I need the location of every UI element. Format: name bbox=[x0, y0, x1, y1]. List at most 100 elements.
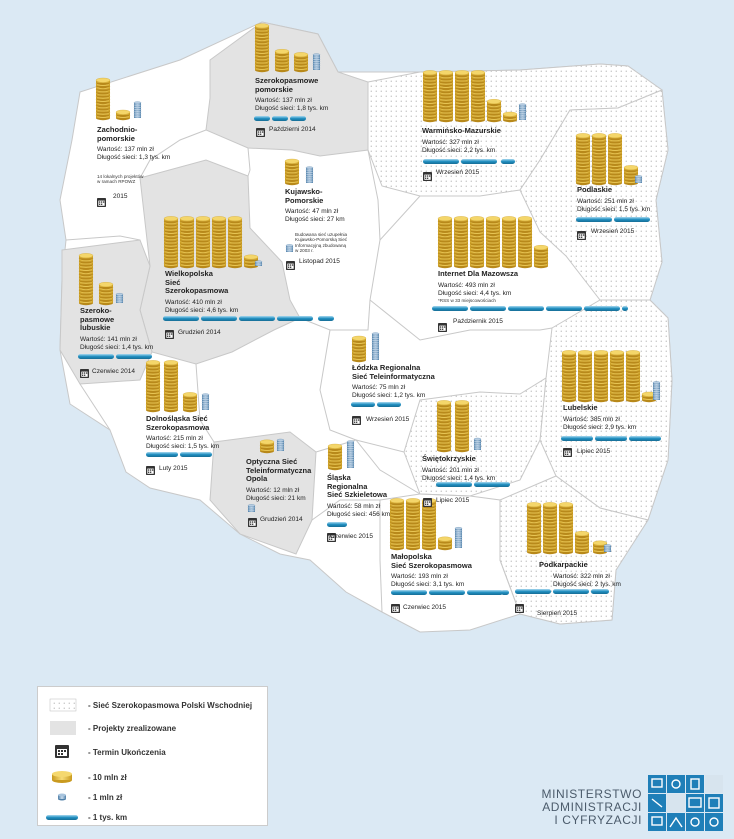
legend-term-label: - Termin Ukończenia bbox=[88, 748, 166, 757]
region-value: Wartość: 385 mln zł bbox=[563, 415, 620, 423]
network-km-bar bbox=[629, 436, 661, 441]
label-lubuskie: Szeroko- pasmowe lubuskie Wartość: 141 m… bbox=[80, 306, 154, 376]
network-km-bar bbox=[163, 316, 199, 321]
calendar-icons bbox=[80, 128, 586, 613]
gold-coin-stack bbox=[293, 52, 309, 73]
gold-coin-stack bbox=[179, 216, 195, 269]
region-date: Luty 2015 bbox=[159, 465, 188, 472]
gold-coin-stack bbox=[145, 360, 161, 413]
gold-coin-stack bbox=[623, 165, 639, 186]
label-lubelskie: Lubelskie Wartość: 385 mln zł Długość si… bbox=[563, 403, 636, 456]
network-km-bar bbox=[561, 436, 593, 441]
region-date: Sierpień 2015 bbox=[537, 609, 578, 617]
region-opole bbox=[209, 431, 317, 555]
region-date: Październik 2015 bbox=[453, 317, 503, 325]
network-bars bbox=[78, 116, 661, 595]
gold-coin-stack bbox=[351, 335, 367, 363]
gold-coin-stack bbox=[163, 216, 179, 269]
network-km-bar bbox=[180, 452, 212, 457]
region-value: Wartość: 47 mln zł bbox=[285, 208, 339, 215]
gold-coin-stack bbox=[502, 111, 518, 123]
blue-coin-stack bbox=[305, 166, 314, 183]
region-note: 14 lokalnych projektów w ramach RPOWZ bbox=[97, 174, 144, 185]
blue-coin-stack bbox=[133, 101, 142, 118]
gold-coin-stack bbox=[422, 70, 438, 123]
gold-coin-stack bbox=[470, 70, 486, 123]
gold-coin-stack bbox=[438, 70, 454, 123]
gold-coin-stack bbox=[182, 392, 198, 413]
blue-coin-stack bbox=[115, 293, 124, 303]
calendar-icon bbox=[146, 466, 155, 475]
network-km-bar bbox=[116, 354, 152, 359]
region-title: Świętokrzyskie bbox=[422, 454, 476, 463]
label-podlaskie: Podlaskie Wartość: 251 mln zł Długość si… bbox=[577, 185, 650, 236]
network-km-bar bbox=[595, 436, 627, 441]
calendar-icon bbox=[515, 604, 524, 613]
region-title: Lubelskie bbox=[563, 403, 598, 412]
calendar-icon bbox=[97, 198, 106, 207]
region-date: Grudzień 2014 bbox=[178, 328, 221, 336]
network-km-bar bbox=[515, 589, 551, 594]
region-length: Długość sieci: 1,4 tys. km bbox=[80, 343, 154, 351]
network-km-bar bbox=[377, 402, 401, 407]
gold-coin-stack bbox=[533, 245, 549, 269]
region-length: Długość sieci: 456 km bbox=[327, 510, 391, 518]
network-km-bar bbox=[318, 316, 334, 321]
calendar-icon bbox=[423, 498, 432, 507]
gold-coin-stack bbox=[115, 109, 131, 121]
legend-coin-blue-label: - 1 mln zł bbox=[88, 793, 123, 802]
region-date: Czerwiec 2014 bbox=[92, 367, 135, 375]
ministry-name: MINISTERSTWO ADMINISTRACJI I CYFRYZACJI bbox=[541, 787, 642, 827]
region-date: Czerwiec 2015 bbox=[403, 604, 446, 611]
blue-coin-stack bbox=[254, 260, 263, 266]
label-opole: Optyczna Sieć Teleinformatyczna Opola Wa… bbox=[246, 457, 311, 524]
legend-dotted-label: - Sieć Szerokopasmowa Polski Wschodniej bbox=[88, 701, 253, 710]
gold-coin-stack bbox=[98, 282, 114, 306]
calendar-icon bbox=[423, 172, 432, 181]
gold-coin-stack bbox=[591, 133, 607, 186]
label-lodzka: Łódzka Regionalna Sieć Teleinformatyczna… bbox=[352, 363, 435, 424]
gold-coin-stack bbox=[327, 443, 343, 471]
gold-coin-stack bbox=[469, 216, 485, 269]
region-length: Długość sieci: 2,2 tys. km bbox=[422, 146, 496, 154]
region-length: Długość sieci: 1,8 tys. km bbox=[255, 105, 329, 112]
blue-coin-stack bbox=[312, 53, 321, 70]
gold-coin-stack bbox=[421, 498, 437, 551]
region-note: Budowana sieć uzupełnia Kujawsko-Pomorsk… bbox=[295, 232, 348, 254]
legend: - Sieć Szerokopasmowa Polski Wschodniej … bbox=[37, 686, 268, 826]
label-slaska: Śląska Regionalna Sieć Szkieletowa Warto… bbox=[327, 473, 391, 541]
region-title: Wielkopolska Sieć Szerokopasmowa bbox=[165, 269, 229, 295]
network-km-bar bbox=[78, 354, 114, 359]
coin-stacks bbox=[78, 23, 661, 555]
gold-coin-stack bbox=[575, 133, 591, 186]
network-km-bar bbox=[474, 482, 510, 487]
label-zachodniopomorskie: Zachodnio- pomorskie Wartość: 137 mln zł… bbox=[97, 125, 170, 201]
gold-coin-stack bbox=[574, 531, 590, 555]
region-length: Długość sieci: 21 km bbox=[246, 494, 306, 502]
blue-coin-stack bbox=[473, 437, 482, 450]
blue-coin-stack bbox=[247, 504, 256, 512]
legend-coin-gold-label: - 10 mln zł bbox=[88, 773, 127, 782]
label-swietokrzyskie: Świętokrzyskie Wartość: 201 mln zł Długo… bbox=[422, 454, 495, 505]
gold-coin-stack bbox=[454, 70, 470, 123]
region-value: Wartość: 201 mln zł bbox=[422, 466, 479, 474]
gold-coin-stack bbox=[558, 502, 574, 555]
legend-symbols bbox=[46, 698, 78, 820]
blue-coin-stack bbox=[276, 438, 285, 451]
network-km-bar bbox=[351, 402, 375, 407]
gold-coin-stack bbox=[437, 536, 453, 551]
blue-coin-stack bbox=[634, 175, 643, 183]
calendar-icon bbox=[352, 416, 361, 425]
region-title: Podlaskie bbox=[577, 185, 613, 194]
gold-coin-stack bbox=[405, 498, 421, 551]
gold-coin-stack bbox=[211, 216, 227, 269]
gold-coin-stack bbox=[501, 216, 517, 269]
legend-realized-label: - Projekty zrealizowane bbox=[88, 724, 177, 733]
region-date: Czerwiec 2015 bbox=[330, 532, 373, 540]
blue-coin-stack bbox=[346, 440, 355, 468]
network-km-bar bbox=[201, 316, 237, 321]
region-date: Listopad 2015 bbox=[299, 257, 340, 265]
gold-coin-stack bbox=[577, 350, 593, 403]
region-length: Długość sieci: 27 km bbox=[285, 216, 345, 223]
region-note: *RSS w 33 miejscowościach bbox=[438, 297, 496, 303]
